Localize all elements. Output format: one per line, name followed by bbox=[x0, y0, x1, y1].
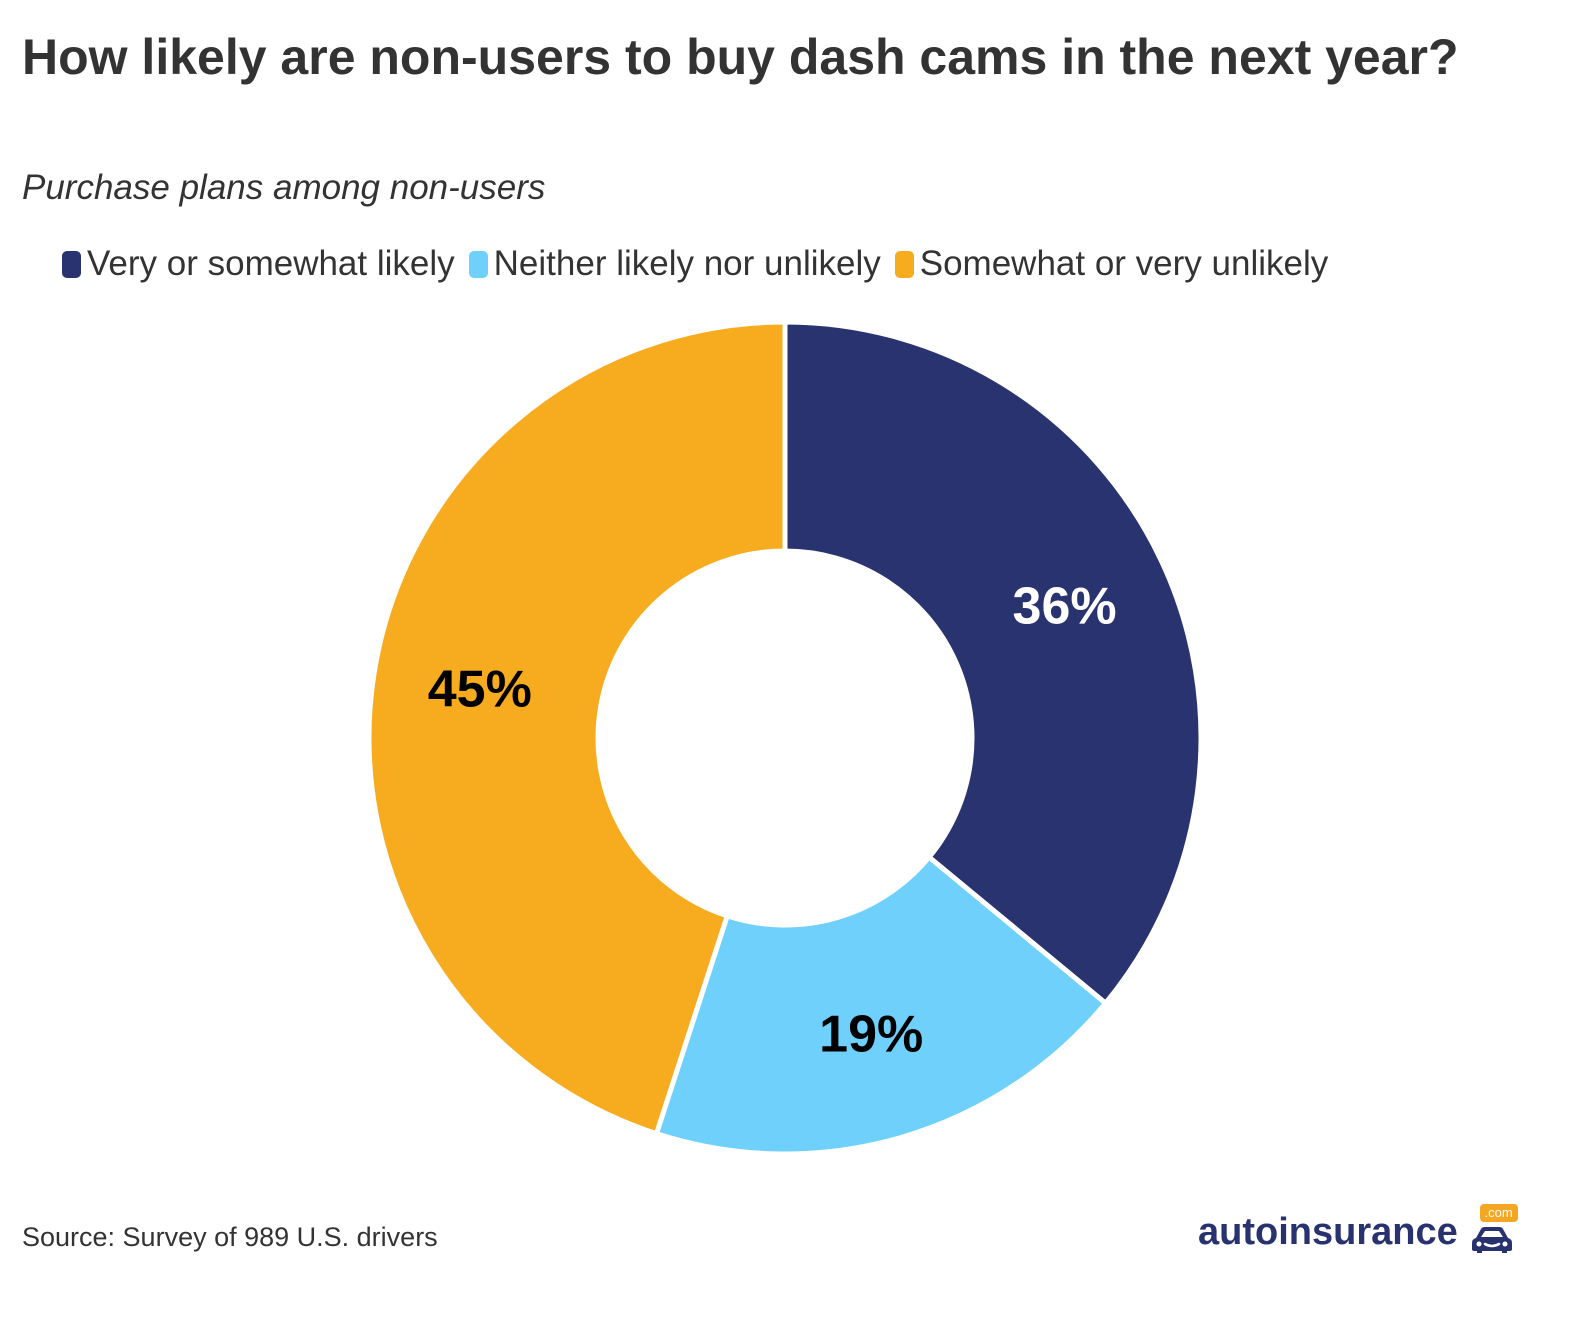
donut-slice-unlikely bbox=[366, 319, 788, 1137]
logo-badge: .com bbox=[1460, 1204, 1520, 1256]
legend-item-unlikely: Somewhat or very unlikely bbox=[894, 244, 1329, 284]
chart-title: How likely are non-users to buy dash cam… bbox=[22, 29, 1459, 85]
slice-label-neither: 19% bbox=[819, 1006, 923, 1064]
car-icon bbox=[1471, 1227, 1512, 1253]
brand-logo: autoinsurance .com bbox=[1198, 1204, 1520, 1256]
legend-label-unlikely: Somewhat or very unlikely bbox=[919, 244, 1329, 283]
legend-swatch-neither bbox=[468, 250, 488, 278]
legend-label-likely: Very or somewhat likely bbox=[87, 244, 455, 283]
donut-slice-neither bbox=[653, 854, 1109, 1157]
legend-item-neither: Neither likely nor unlikely bbox=[468, 244, 881, 284]
donut-slice-likely bbox=[782, 319, 1204, 1006]
logo-text: autoinsurance bbox=[1198, 1211, 1458, 1253]
legend-item-likely: Very or somewhat likely bbox=[62, 244, 455, 284]
legend-swatch-unlikely bbox=[894, 250, 914, 278]
logo-com-badge: .com bbox=[1479, 1204, 1518, 1222]
slice-label-likely: 36% bbox=[1013, 577, 1117, 635]
legend: Very or somewhat likely Neither likely n… bbox=[62, 244, 1328, 284]
legend-label-neither: Neither likely nor unlikely bbox=[493, 244, 881, 283]
slice-label-unlikely: 45% bbox=[428, 661, 532, 719]
legend-swatch-likely bbox=[62, 250, 81, 278]
source-note: Source: Survey of 989 U.S. drivers bbox=[22, 1222, 438, 1252]
chart-subtitle: Purchase plans among non-users bbox=[22, 168, 546, 207]
